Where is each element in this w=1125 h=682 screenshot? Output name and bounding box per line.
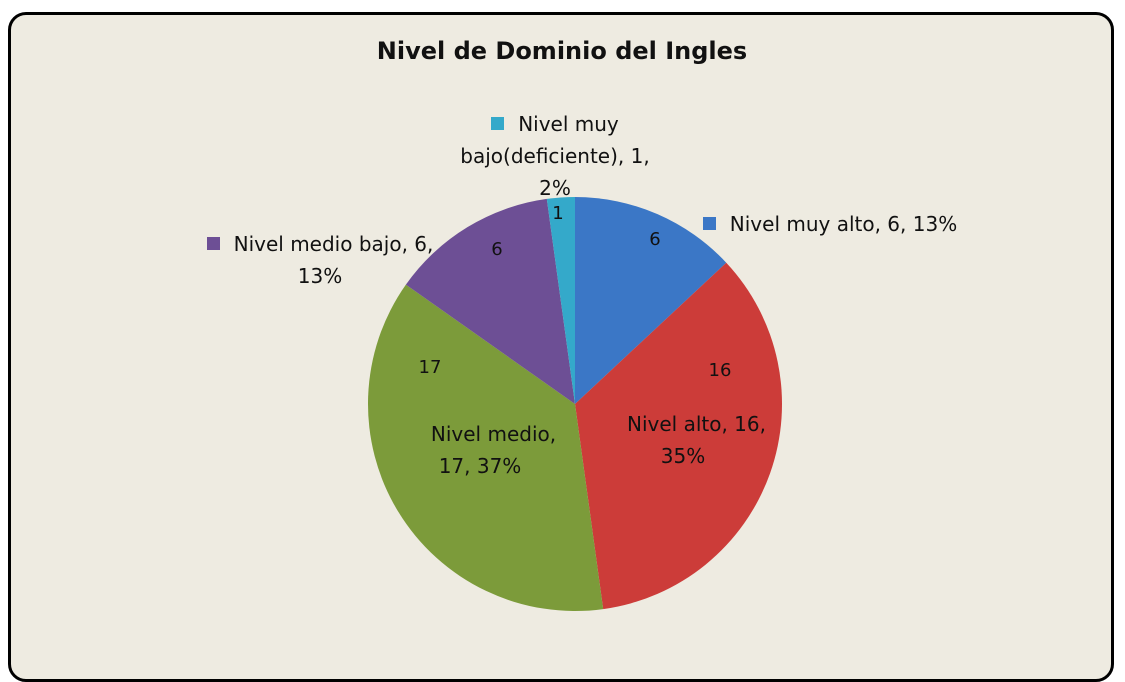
legend-key bbox=[702, 217, 716, 230]
pie-slice bbox=[575, 197, 727, 404]
legend-key bbox=[600, 417, 613, 430]
pie-slice bbox=[546, 197, 575, 404]
slice-label: Nivel alto, 16, 35% bbox=[588, 408, 778, 472]
pie-slice bbox=[368, 284, 604, 611]
slice-value-label: 6 bbox=[491, 239, 502, 260]
slice-label-text: Nivel alto, 16, 35% bbox=[627, 412, 766, 468]
legend-key bbox=[403, 427, 417, 440]
legend-key bbox=[206, 237, 220, 250]
slice-label: Nivel muy alto, 6, 13% bbox=[700, 208, 960, 240]
slice-value-label: 6 bbox=[649, 229, 660, 250]
slice-value-label: 16 bbox=[709, 360, 732, 381]
slice-value-label: 17 bbox=[419, 357, 442, 378]
slice-value-label: 1 bbox=[552, 203, 563, 224]
pie-slice bbox=[575, 262, 782, 610]
slice-label: Nivel medio, 17, 37% bbox=[390, 418, 570, 482]
chart-title: Nivel de Dominio del Ingles bbox=[377, 37, 747, 65]
slice-label: Nivel medio bajo, 6, 13% bbox=[200, 228, 440, 292]
slice-label-text: Nivel medio bajo, 6, 13% bbox=[233, 232, 434, 288]
slice-label-text: Nivel muy bajo(deficiente), 1, 2% bbox=[460, 112, 650, 200]
slice-label-text: Nivel muy alto, 6, 13% bbox=[729, 212, 958, 236]
pie-slice bbox=[405, 198, 575, 404]
slice-label: Nivel muy bajo(deficiente), 1, 2% bbox=[455, 108, 655, 204]
slice-label-text: Nivel medio, 17, 37% bbox=[430, 422, 557, 478]
legend-key bbox=[491, 117, 505, 130]
